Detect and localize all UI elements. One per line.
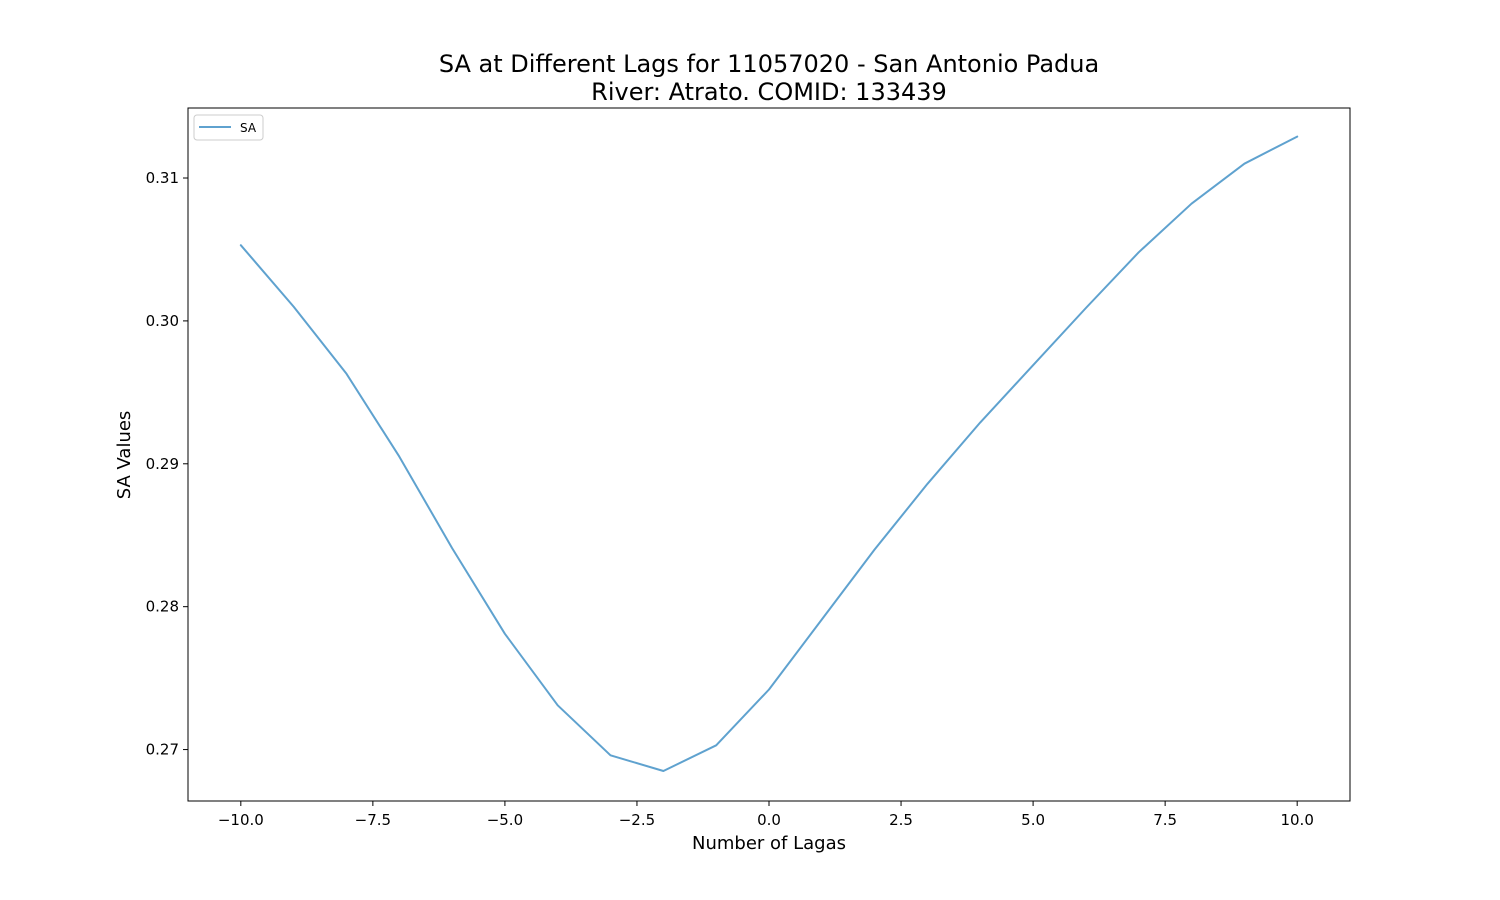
x-tick-label: 2.5 bbox=[889, 811, 913, 829]
y-tick-label: 0.31 bbox=[146, 169, 179, 187]
x-tick-label: −5.0 bbox=[487, 811, 523, 829]
x-tick-label: −2.5 bbox=[619, 811, 655, 829]
x-axis-label: Number of Lagas bbox=[692, 833, 846, 854]
y-tick-label: 0.30 bbox=[146, 312, 179, 330]
x-tick-label: −7.5 bbox=[355, 811, 391, 829]
y-axis-label: SA Values bbox=[114, 411, 135, 500]
x-tick-label: 5.0 bbox=[1021, 811, 1045, 829]
x-tick-label: −10.0 bbox=[218, 811, 264, 829]
y-tick-label: 0.29 bbox=[146, 455, 179, 473]
y-tick-label: 0.28 bbox=[146, 598, 179, 616]
x-axis-ticks: −10.0 −7.5 −5.0 −2.5 0.0 2.5 5.0 7.5 10.0 bbox=[218, 801, 1314, 829]
legend: SA bbox=[193, 114, 264, 141]
series-layer bbox=[239, 135, 1299, 772]
chart-title: SA at Different Lags for 11057020 - San … bbox=[439, 50, 1099, 78]
legend-label-sa: SA bbox=[240, 121, 257, 135]
y-tick-label: 0.27 bbox=[146, 741, 179, 759]
x-tick-label: 10.0 bbox=[1280, 811, 1313, 829]
chart-subtitle: River: Atrato. COMID: 133439 bbox=[591, 78, 947, 106]
x-tick-label: 0.0 bbox=[757, 811, 781, 829]
series-line-sa bbox=[239, 135, 1299, 772]
y-axis-ticks: 0.27 0.28 0.29 0.30 0.31 bbox=[146, 169, 188, 759]
x-tick-label: 7.5 bbox=[1153, 811, 1177, 829]
